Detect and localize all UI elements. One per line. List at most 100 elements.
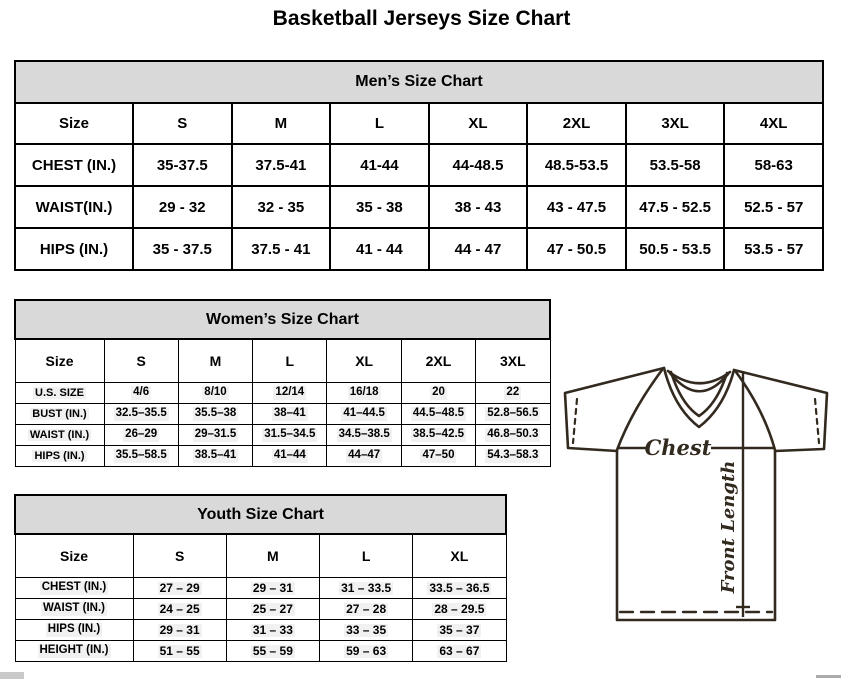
table-cell: 35 – 37: [412, 619, 507, 641]
jersey-outline-icon: [563, 366, 829, 622]
youth-chart-column-row: Size S M L XL: [14, 533, 507, 578]
table-cell: 63 – 67: [412, 640, 507, 662]
table-cell: 38.5–41: [177, 445, 254, 467]
table-cell: 32 - 35: [230, 185, 332, 229]
womens-size-chart-table: Women’s Size Chart Size S M L XL 2XL 3XL…: [14, 299, 551, 467]
column-header: S: [132, 533, 227, 578]
row-label: BUST (IN.): [14, 403, 105, 425]
table-cell: 16/18: [326, 382, 402, 404]
table-cell: 29 – 31: [132, 619, 227, 641]
youth-chart-title: Youth Size Chart: [14, 494, 507, 535]
table-cell: 32.5–35.5: [103, 403, 179, 425]
table-cell: 12/14: [252, 382, 328, 404]
table-cell: 41–44.5: [326, 403, 402, 425]
table-cell: 25 – 27: [225, 598, 321, 620]
column-header: 4XL: [723, 102, 824, 145]
table-cell: 44–47: [326, 445, 402, 467]
table-cell: 52.8–56.5: [475, 403, 551, 425]
table-cell: 47–50: [400, 445, 477, 467]
table-cell: 48.5-53.5: [526, 143, 627, 187]
table-cell: 35 - 38: [329, 185, 430, 229]
table-cell: 27 – 28: [318, 598, 414, 620]
table-cell: 46.8–50.3: [475, 424, 551, 446]
table-cell: 28 – 29.5: [412, 598, 507, 620]
row-label: HIPS (IN.): [14, 227, 134, 271]
table-cell: 4/6: [103, 382, 179, 404]
column-header: Size: [14, 533, 134, 578]
mens-chart-header-band: Men’s Size Chart: [14, 60, 824, 104]
table-cell: 31.5–34.5: [252, 424, 328, 446]
column-header: Size: [14, 102, 134, 145]
table-cell: 51 – 55: [132, 640, 227, 662]
column-header: 3XL: [624, 102, 726, 145]
row-label: WAIST(IN.): [14, 185, 134, 229]
row-label: HIPS (IN.): [14, 445, 105, 467]
horizontal-scrollbar-fragment[interactable]: [816, 675, 841, 678]
table-cell: 53.5-58: [624, 143, 726, 187]
table-cell: 26–29: [103, 424, 179, 446]
column-header: M: [225, 533, 321, 578]
table-cell: 38 - 43: [427, 185, 529, 229]
table-cell: 35 - 37.5: [132, 227, 233, 271]
table-cell: 44.5–48.5: [400, 403, 477, 425]
table-cell: 35.5–38: [177, 403, 254, 425]
column-header: 3XL: [475, 338, 551, 383]
table-cell: 24 – 25: [132, 598, 227, 620]
table-cell: 41-44: [329, 143, 430, 187]
table-cell: 50.5 - 53.5: [624, 227, 726, 271]
column-header: S: [103, 338, 179, 383]
column-header: XL: [427, 102, 529, 145]
column-header: S: [132, 102, 233, 145]
table-row: WAIST (IN.) 26–29 29–31.5 31.5–34.5 34.5…: [14, 424, 551, 446]
table-cell: 59 – 63: [318, 640, 414, 662]
measurement-lines: [617, 371, 775, 617]
table-row: HEIGHT (IN.) 51 – 55 55 – 59 59 – 63 63 …: [14, 640, 507, 662]
table-row: U.S. SIZE 4/6 8/10 12/14 16/18 20 22: [14, 382, 551, 404]
column-header: L: [318, 533, 414, 578]
table-cell: 55 – 59: [225, 640, 321, 662]
table-row: CHEST (IN.) 35-37.5 37.5-41 41-44 44-48.…: [14, 143, 824, 187]
mens-size-chart-table: Men’s Size Chart Size S M L XL 2XL 3XL 4…: [14, 60, 824, 271]
table-cell: 31 – 33: [225, 619, 321, 641]
column-header: 2XL: [400, 338, 477, 383]
table-cell: 34.5–38.5: [326, 424, 402, 446]
mens-chart-title: Men’s Size Chart: [14, 60, 824, 104]
row-label: CHEST (IN.): [14, 577, 134, 599]
table-cell: 33.5 – 36.5: [412, 577, 507, 599]
front-length-label: Front Length: [718, 461, 739, 595]
row-label: HIPS (IN.): [14, 619, 134, 641]
table-cell: 47.5 - 52.5: [624, 185, 726, 229]
table-row: BUST (IN.) 32.5–35.5 35.5–38 38–41 41–44…: [14, 403, 551, 425]
table-cell: 8/10: [177, 382, 254, 404]
table-cell: 22: [475, 382, 551, 404]
table-cell: 58-63: [723, 143, 824, 187]
table-cell: 20: [400, 382, 477, 404]
column-header: M: [230, 102, 332, 145]
column-header: XL: [326, 338, 402, 383]
youth-size-chart-table: Youth Size Chart Size S M L XL CHEST (IN…: [14, 494, 507, 662]
table-cell: 41–44: [252, 445, 328, 467]
table-row: WAIST (IN.) 24 – 25 25 – 27 27 – 28 28 –…: [14, 598, 507, 620]
womens-chart-column-row: Size S M L XL 2XL 3XL: [14, 338, 551, 383]
table-cell: 47 - 50.5: [526, 227, 627, 271]
chest-label: Chest: [645, 435, 712, 460]
table-cell: 35-37.5: [132, 143, 233, 187]
column-header: L: [252, 338, 328, 383]
table-cell: 41 - 44: [329, 227, 430, 271]
column-header: M: [177, 338, 254, 383]
row-label: CHEST (IN.): [14, 143, 134, 187]
table-cell: 29–31.5: [177, 424, 254, 446]
table-cell: 53.5 - 57: [723, 227, 824, 271]
row-label: WAIST (IN.): [14, 424, 105, 446]
mens-chart-column-row: Size S M L XL 2XL 3XL 4XL: [14, 102, 824, 145]
horizontal-scrollbar-thumb[interactable]: [0, 672, 24, 679]
column-header: L: [329, 102, 430, 145]
table-row: CHEST (IN.) 27 – 29 29 – 31 31 – 33.5 33…: [14, 577, 507, 599]
table-cell: 44 - 47: [427, 227, 529, 271]
table-cell: 29 - 32: [132, 185, 233, 229]
table-cell: 35.5–58.5: [103, 445, 179, 467]
row-label: HEIGHT (IN.): [14, 640, 134, 662]
womens-chart-title: Women’s Size Chart: [14, 299, 551, 340]
table-cell: 43 - 47.5: [526, 185, 627, 229]
table-row: WAIST(IN.) 29 - 32 32 - 35 35 - 38 38 - …: [14, 185, 824, 229]
